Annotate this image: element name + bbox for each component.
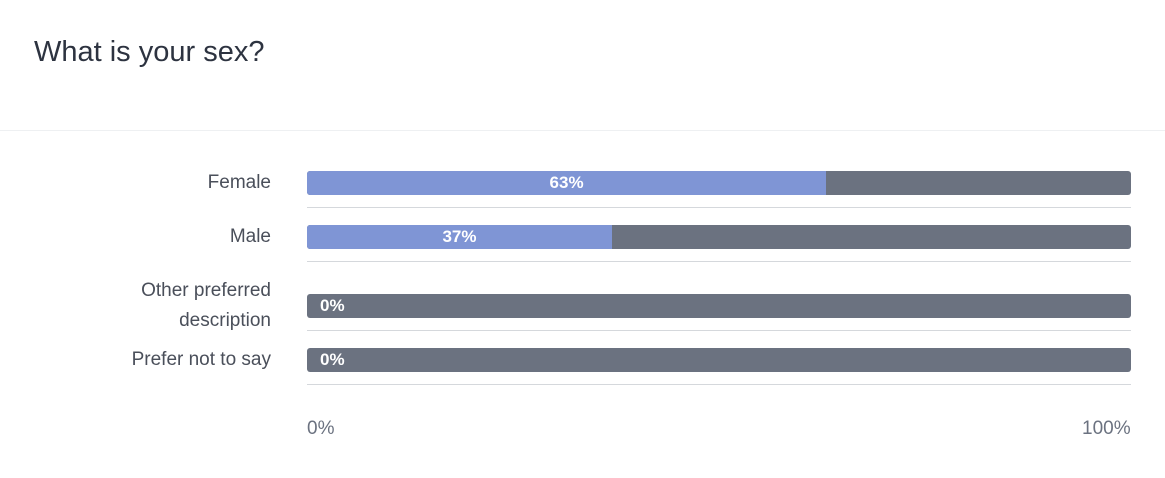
row-divider [307, 207, 1131, 208]
value-label: 37% [442, 227, 477, 246]
bar-track [307, 348, 1131, 372]
question-title: What is your sex? [34, 36, 265, 68]
value-label: 63% [549, 173, 584, 192]
bar [307, 171, 827, 195]
category-label: Male [229, 226, 271, 247]
row-divider [307, 384, 1131, 385]
row-divider [307, 330, 1131, 331]
category-label: Female [207, 172, 271, 193]
category-label: Prefer not to say [131, 349, 271, 370]
value-label: 0% [320, 296, 345, 315]
x-tick-label: 100% [1082, 418, 1131, 439]
category-label: Other preferred description [141, 280, 271, 331]
separator [0, 130, 1165, 131]
bar-track [307, 294, 1131, 318]
value-label: 0% [320, 350, 345, 369]
row-divider [307, 261, 1131, 262]
bar [307, 225, 612, 249]
x-tick-label: 0% [307, 418, 335, 439]
